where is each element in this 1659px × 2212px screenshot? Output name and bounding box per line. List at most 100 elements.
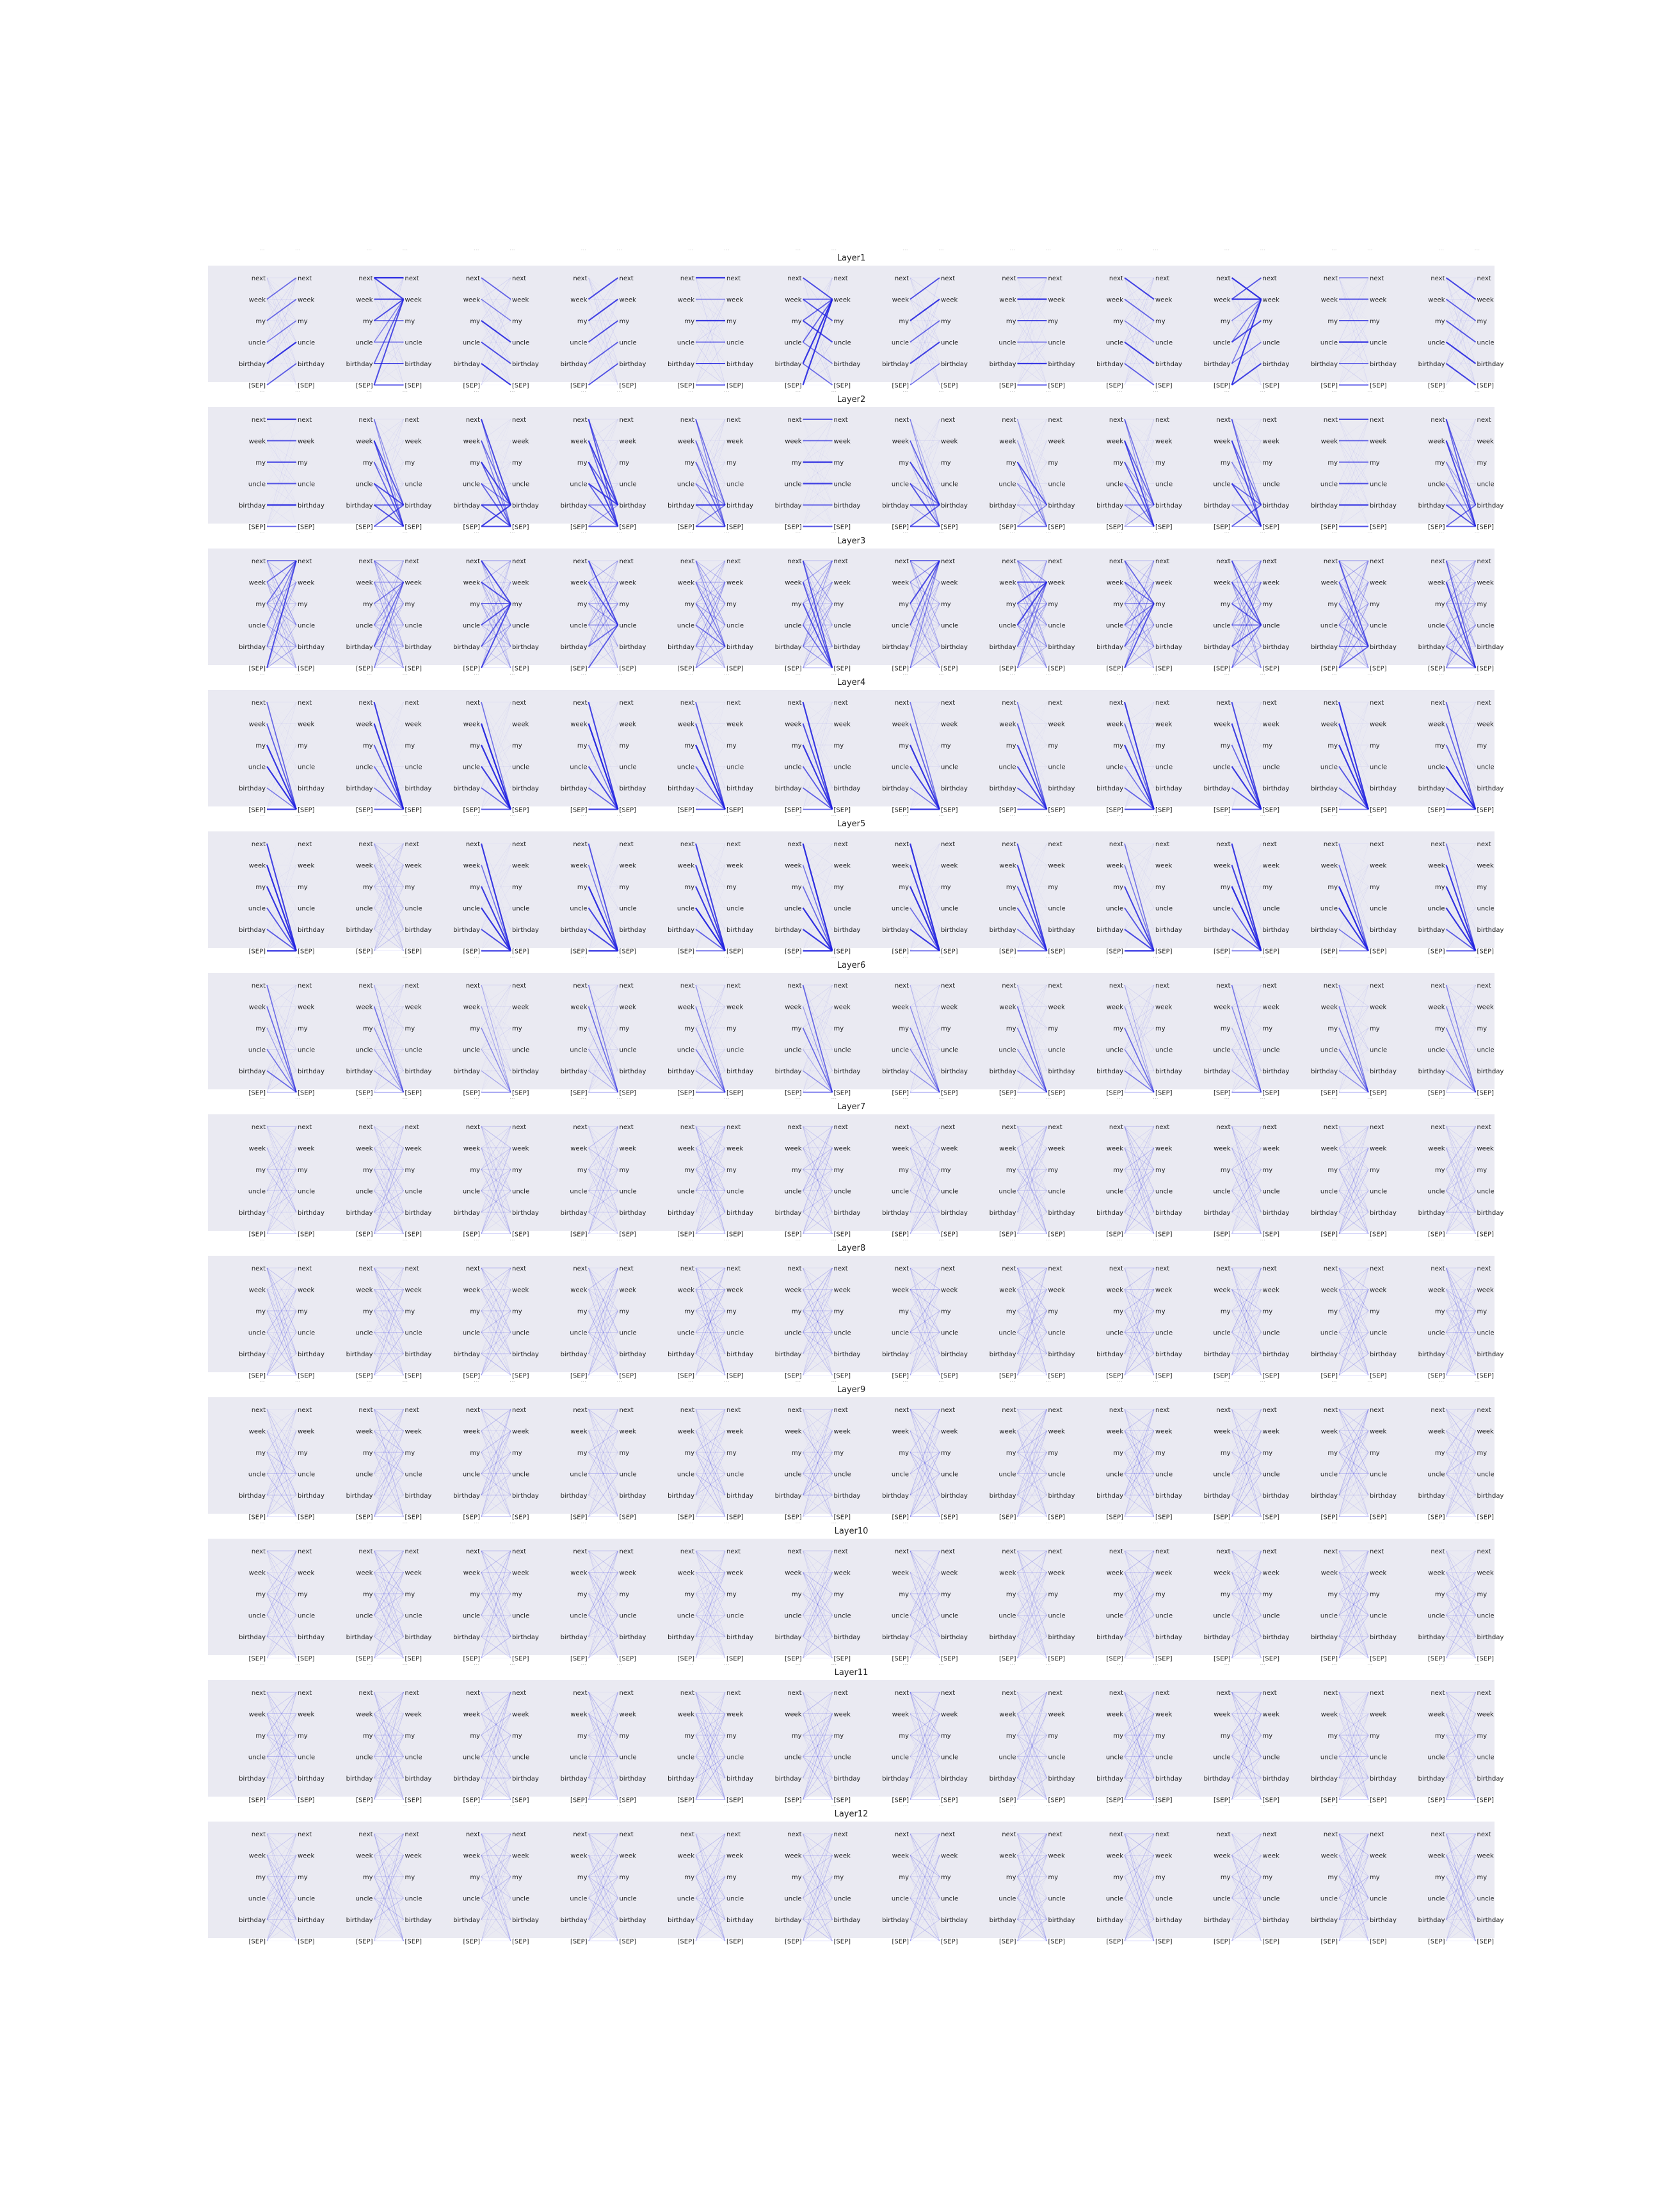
left-token: week [1428,1004,1445,1011]
left-token: week [1214,580,1230,587]
right-token: week [620,721,636,728]
layer-title: Layer3 [837,536,866,546]
left-token: week [463,438,480,445]
right-token: [SEP] [512,524,529,531]
ellipsis: ... [1439,1236,1445,1242]
left-token: uncle [677,623,694,630]
left-token: uncle [1320,623,1338,630]
right-token: [SEP] [620,383,637,390]
left-token: my [792,884,802,891]
attention-line [373,582,405,625]
right-token: week [298,1429,314,1436]
left-token: [SEP] [1214,524,1231,531]
attention-line [1338,299,1369,321]
right-token: birthday [298,361,325,368]
ellipsis: ... [902,1094,908,1101]
left-token: uncle [998,481,1016,488]
left-token: birthday [882,1210,909,1217]
right-token: week [1263,863,1279,870]
right-token: birthday [620,785,646,792]
right-token: next [1370,700,1384,707]
right-token: uncle [512,481,529,488]
left-token: next [895,417,909,424]
attention-line [481,483,511,506]
ellipsis: ... [474,670,479,677]
left-token: birthday [1418,1351,1445,1358]
attention-line [803,625,833,647]
right-token: uncle [1048,340,1066,347]
left-token: uncle [998,906,1016,913]
right-token: week [726,438,743,445]
left-token: my [577,601,588,608]
left-token: birthday [1418,785,1445,792]
right-token: my [726,1167,737,1174]
attention-line [588,483,619,506]
left-token: uncle [248,764,266,771]
attention-line [1338,504,1369,527]
left-token: uncle [677,481,694,488]
right-token: next [726,700,741,707]
left-token: my [792,742,802,749]
left-token: my [1327,1167,1338,1174]
attention-line [1124,299,1155,385]
attention-line [1124,277,1155,364]
left-token: next [787,841,801,848]
left-token: week [1214,1287,1230,1294]
right-token: uncle [834,764,851,771]
right-token: next [1048,1265,1062,1272]
left-token: [SEP] [463,524,481,531]
attention-line [266,483,297,506]
right-token: birthday [834,1210,861,1217]
attention-line [1231,461,1262,527]
attention-line [695,625,726,668]
attention-line [1445,419,1477,506]
left-token: my [1113,601,1123,608]
left-token: next [1109,1265,1123,1272]
left-token: my [1435,1167,1445,1174]
left-token: next [1431,700,1445,707]
left-token: week [570,1287,587,1294]
attention-line [481,299,511,385]
left-token: my [792,601,802,608]
attention-line [374,277,404,342]
right-token: birthday [726,927,753,934]
ellipsis: ... [1224,246,1230,252]
attention-line [1231,440,1262,527]
attention-line [481,440,511,463]
left-token: uncle [1427,1189,1445,1196]
left-token: uncle [248,1047,266,1054]
attention-line [374,625,404,668]
attention-line [481,277,511,385]
left-token: week [1107,1004,1123,1011]
right-token: uncle [1263,1330,1280,1337]
ellipsis: ... [796,246,801,252]
attention-line [1338,320,1369,342]
ellipsis: ... [1117,529,1123,535]
attention-line [481,560,511,582]
left-token: birthday [239,1210,266,1217]
right-token: week [726,580,743,587]
attention-line [1017,277,1047,321]
right-token: my [512,601,522,608]
attention-line [374,483,404,506]
attention-line [803,419,833,506]
ellipsis: ... [1046,529,1052,535]
attention-line [695,461,726,527]
right-token: [SEP] [726,666,744,673]
right-token: my [298,1025,308,1032]
ellipsis: ... [1439,812,1445,818]
attention-line [1231,341,1262,364]
right-token: uncle [1048,623,1066,630]
attention-line [695,320,726,385]
left-token: uncle [1213,340,1230,347]
left-token: uncle [355,481,373,488]
attention-line [481,342,511,385]
attention-line [374,461,404,484]
attention-line [802,582,833,668]
right-token: birthday [941,361,968,368]
right-token: uncle [941,906,958,913]
attention-line [1017,277,1047,385]
